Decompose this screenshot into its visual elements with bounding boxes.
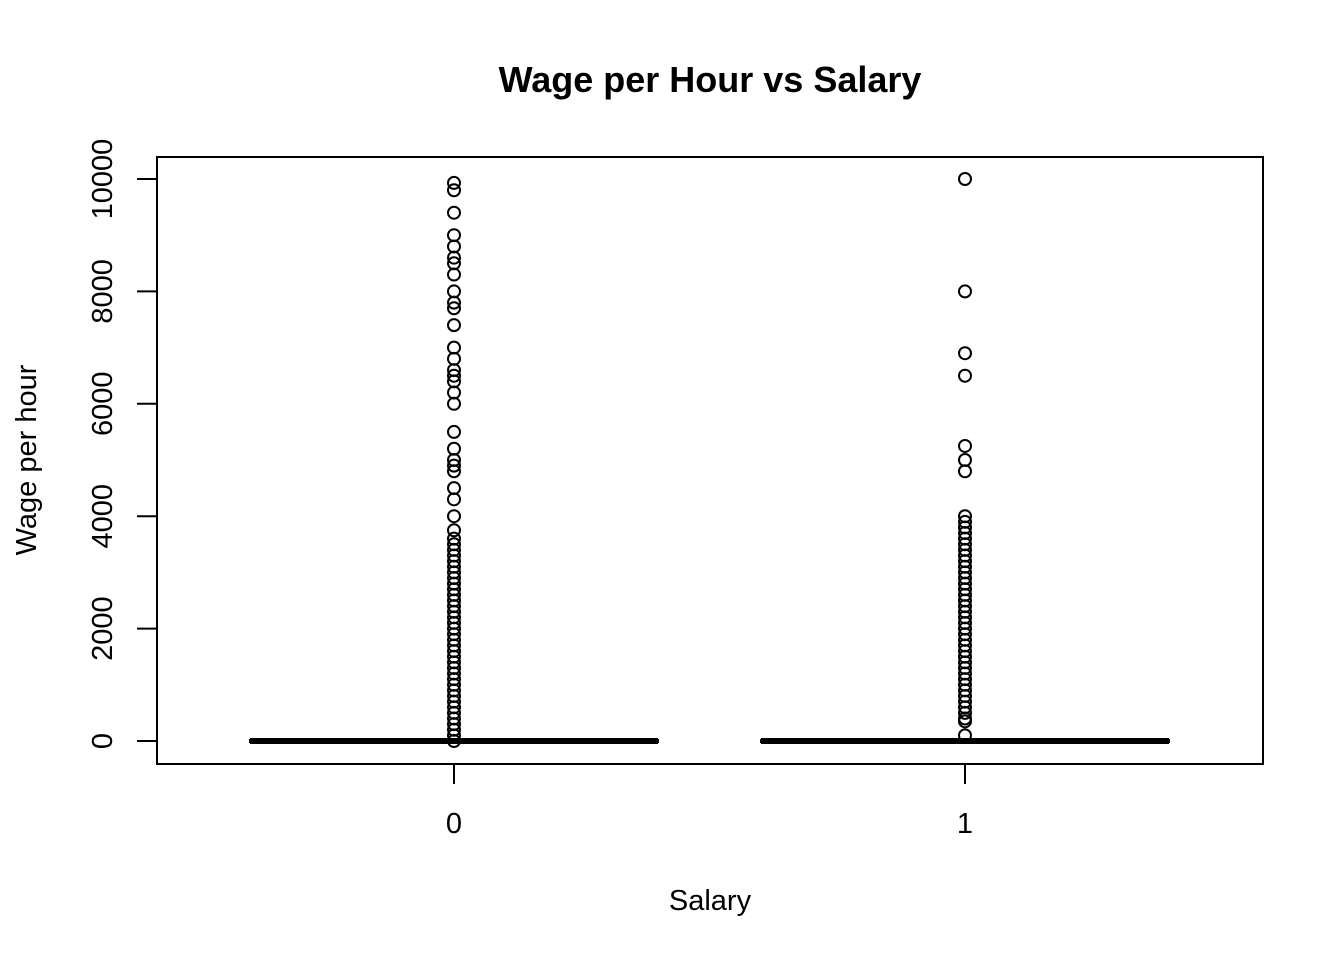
box-group-0 (249, 175, 659, 748)
y-tick-label: 8000 (87, 259, 119, 324)
outlier-point (958, 705, 972, 720)
outlier-point (447, 340, 461, 355)
outlier-point (958, 728, 972, 743)
outlier-point (447, 239, 461, 254)
outlier-point (447, 492, 461, 507)
outlier-point (958, 438, 972, 453)
outlier-point (447, 385, 461, 400)
outlier-point (447, 728, 461, 743)
chart-title: Wage per Hour vs Salary (499, 59, 922, 100)
outlier-point (958, 284, 972, 299)
plot-area-frame (156, 156, 1264, 765)
outlier-point (447, 284, 461, 299)
outlier-point (447, 295, 461, 310)
outlier-point (447, 175, 461, 190)
outlier-point (447, 318, 461, 333)
outlier-point (447, 734, 461, 748)
outlier-point (447, 183, 461, 198)
outlier-point (447, 464, 461, 479)
outlier-point (447, 368, 461, 383)
outlier-point (958, 368, 972, 383)
outlier-point (447, 424, 461, 439)
outlier-point (447, 481, 461, 496)
outlier-point (447, 396, 461, 411)
outlier-point (447, 250, 461, 265)
outlier-point (447, 267, 461, 282)
y-tick-label: 2000 (87, 596, 119, 661)
outlier-point (958, 172, 972, 186)
x-tick-label: 1 (957, 808, 973, 840)
outlier-point (447, 351, 461, 366)
outlier-point (447, 301, 461, 316)
y-tick-label: 10000 (87, 139, 119, 220)
y-tick-label: 6000 (87, 372, 119, 437)
x-tick-label: 0 (446, 808, 462, 840)
outlier-point (447, 523, 461, 538)
y-axis: 0 2000 4000 6000 8000 10000 (87, 139, 158, 749)
outlier-point (447, 509, 461, 524)
y-axis-label: Wage per hour (11, 364, 43, 555)
outlier-point (447, 205, 461, 220)
x-axis-label: Salary (669, 885, 752, 917)
outlier-point (958, 346, 972, 361)
y-tick-label: 0 (87, 733, 119, 749)
outlier-point (447, 441, 461, 456)
outlier-point (447, 228, 461, 243)
y-tick-label: 4000 (87, 484, 119, 549)
outlier-point (958, 464, 972, 479)
outlier-point (958, 453, 972, 467)
box-group-1 (760, 172, 1170, 744)
boxes-group (249, 172, 1170, 748)
outlier-point (958, 714, 972, 729)
outlier-point (447, 458, 461, 473)
